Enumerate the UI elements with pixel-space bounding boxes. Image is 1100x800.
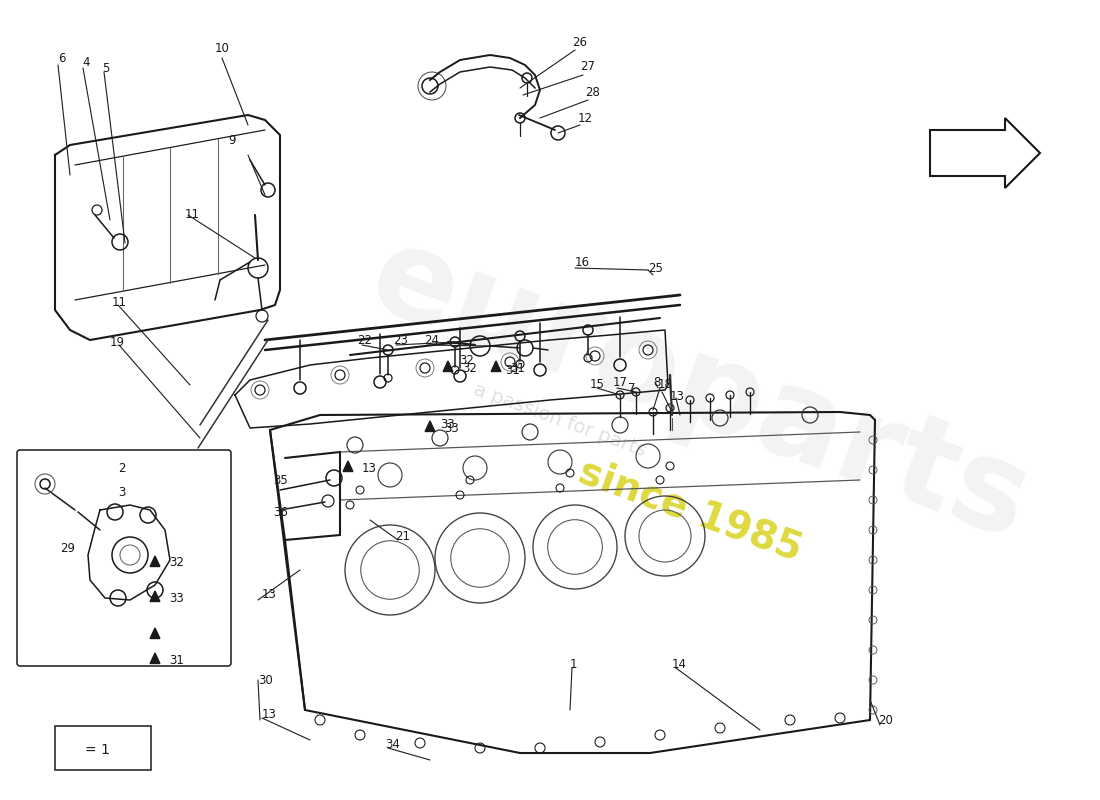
Text: 20: 20 bbox=[878, 714, 893, 726]
Text: 35: 35 bbox=[273, 474, 288, 486]
Text: 11: 11 bbox=[112, 295, 126, 309]
Polygon shape bbox=[150, 556, 160, 566]
Text: 3: 3 bbox=[118, 486, 125, 499]
Text: 19: 19 bbox=[110, 335, 125, 349]
Text: 31: 31 bbox=[169, 654, 184, 666]
Polygon shape bbox=[443, 361, 453, 371]
Text: = 1: = 1 bbox=[85, 743, 110, 757]
Polygon shape bbox=[491, 361, 501, 371]
Text: 17: 17 bbox=[613, 375, 628, 389]
Text: since 1985: since 1985 bbox=[573, 452, 807, 568]
Polygon shape bbox=[343, 461, 353, 471]
Polygon shape bbox=[150, 591, 160, 602]
Text: 2: 2 bbox=[118, 462, 125, 474]
Text: europarts: europarts bbox=[354, 215, 1045, 565]
Text: 10: 10 bbox=[214, 42, 230, 54]
Text: 33: 33 bbox=[169, 591, 184, 605]
Polygon shape bbox=[68, 743, 78, 754]
Text: 24: 24 bbox=[424, 334, 439, 346]
Text: 1: 1 bbox=[570, 658, 578, 671]
Text: 7: 7 bbox=[628, 382, 636, 394]
Text: a passion for parts: a passion for parts bbox=[471, 380, 649, 460]
Text: 28: 28 bbox=[585, 86, 600, 98]
Text: 33: 33 bbox=[444, 422, 459, 434]
Text: 22: 22 bbox=[358, 334, 372, 346]
Text: 31: 31 bbox=[510, 362, 525, 374]
Text: 6: 6 bbox=[58, 51, 66, 65]
Text: 9: 9 bbox=[228, 134, 235, 146]
Text: 18: 18 bbox=[658, 378, 673, 391]
Text: 33: 33 bbox=[440, 418, 454, 431]
Polygon shape bbox=[425, 421, 435, 431]
Text: 15: 15 bbox=[590, 378, 605, 390]
Text: 30: 30 bbox=[258, 674, 273, 686]
Text: 31: 31 bbox=[505, 363, 520, 377]
Text: 36: 36 bbox=[273, 506, 288, 518]
Text: 26: 26 bbox=[572, 37, 587, 50]
FancyBboxPatch shape bbox=[16, 450, 231, 666]
Text: 13: 13 bbox=[670, 390, 685, 402]
Text: 13: 13 bbox=[362, 462, 377, 474]
Text: 13: 13 bbox=[262, 589, 277, 602]
Text: 32: 32 bbox=[462, 362, 477, 374]
Text: 32: 32 bbox=[169, 557, 184, 570]
Text: 29: 29 bbox=[60, 542, 75, 554]
Text: 25: 25 bbox=[648, 262, 663, 274]
Polygon shape bbox=[150, 628, 160, 638]
Text: 27: 27 bbox=[580, 61, 595, 74]
Text: 16: 16 bbox=[575, 255, 590, 269]
Text: 12: 12 bbox=[578, 111, 593, 125]
Text: 4: 4 bbox=[82, 55, 89, 69]
Bar bbox=[55, 726, 151, 770]
Polygon shape bbox=[930, 118, 1040, 188]
Text: 21: 21 bbox=[395, 530, 410, 542]
Text: 5: 5 bbox=[102, 62, 109, 74]
Polygon shape bbox=[150, 653, 160, 663]
Text: 13: 13 bbox=[262, 709, 277, 722]
Text: 11: 11 bbox=[185, 209, 200, 222]
Text: 14: 14 bbox=[672, 658, 688, 670]
Text: 23: 23 bbox=[393, 334, 408, 346]
Text: 32: 32 bbox=[459, 354, 474, 366]
Text: 34: 34 bbox=[385, 738, 400, 751]
Text: 8: 8 bbox=[653, 375, 660, 389]
